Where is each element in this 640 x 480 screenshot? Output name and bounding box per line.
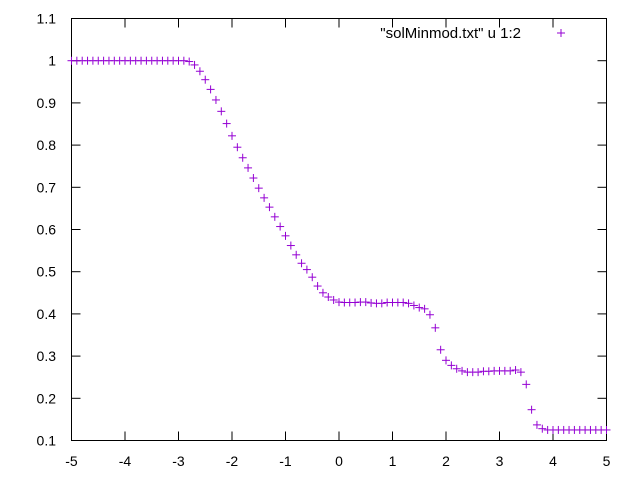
data-point [324,293,333,302]
data-point [185,57,194,66]
data-point [270,212,279,221]
x-tick-label: 1 [389,453,397,469]
data-point [420,304,429,313]
plot-frame [71,18,607,441]
data-point [447,361,456,370]
data-point [308,273,317,282]
y-tick-label: 1 [48,53,56,69]
data-point [292,250,301,259]
legend-marker [557,29,565,37]
data-point [458,366,467,375]
legend-label: "solMinmod.txt" u 1:2 [380,25,521,42]
data-point [228,131,236,140]
x-tick-labels: -5 -4 -3 -2 -1 0 1 2 3 4 5 [65,453,610,469]
data-point [222,119,231,128]
data-point [415,303,424,312]
y-tick-label: 0.1 [37,433,57,449]
x-tick-label: 5 [603,453,611,469]
data-point [377,299,386,308]
data-point [409,301,418,310]
data-point [254,184,263,193]
x-tick-label: 4 [549,453,557,469]
data-point [195,67,204,76]
x-tick-label: 0 [335,453,343,469]
y-tick-label: 1.1 [37,11,57,27]
x-tick-label: -2 [226,453,239,469]
data-point [318,288,327,297]
data-point [313,282,322,291]
x-tick-label: -5 [65,453,78,469]
y-tick-label: 0.3 [37,348,57,364]
data-point [297,259,306,268]
x-tick-label: 3 [496,453,504,469]
data-point [260,193,269,202]
data-point [506,366,515,375]
data-point [244,163,253,172]
data-point [522,380,531,389]
x-tick-label: -1 [279,453,292,469]
data-point [190,60,199,69]
legend-marker-plus [557,29,565,37]
data-point [238,153,247,162]
axis-ticks [71,18,607,441]
data-point [217,107,226,116]
data-point [474,368,483,377]
legend: "solMinmod.txt" u 1:2 [380,25,565,42]
y-tick-label: 0.9 [37,95,57,111]
data-point [361,298,370,307]
data-point [532,420,541,429]
y-tick-label: 0.6 [37,222,57,238]
data-point [442,356,450,365]
data-point [538,424,547,433]
data-point [233,143,242,152]
data-point [265,203,274,212]
data-point [425,310,434,319]
data-point [516,368,525,377]
data-point [286,241,295,250]
x-tick-label: -3 [172,453,185,469]
data-point [201,75,210,84]
data-point [399,298,408,307]
data-point [404,299,413,308]
y-tick-label: 0.4 [37,306,57,322]
data-point [249,174,258,183]
y-tick-label: 0.2 [37,390,57,406]
y-tick-labels: 0.1 0.2 0.3 0.4 0.5 0.6 0.7 0.8 0.9 1 1.1 [37,11,57,449]
data-point [452,364,461,373]
y-tick-label: 0.7 [37,179,57,195]
data-points [67,56,611,434]
data-point [329,295,338,304]
data-point [276,222,285,231]
data-point [179,56,188,65]
x-tick-label: -4 [119,453,132,469]
data-point [206,85,215,94]
data-point [302,265,311,274]
x-tick-label: 2 [442,453,450,469]
y-tick-label: 0.8 [37,137,57,153]
y-tick-label: 0.5 [37,264,57,280]
data-point [511,366,520,375]
data-point [211,95,220,104]
data-point [527,405,536,414]
data-point [281,231,290,240]
data-point [436,345,445,354]
data-point [431,323,440,332]
data-point [602,425,611,434]
